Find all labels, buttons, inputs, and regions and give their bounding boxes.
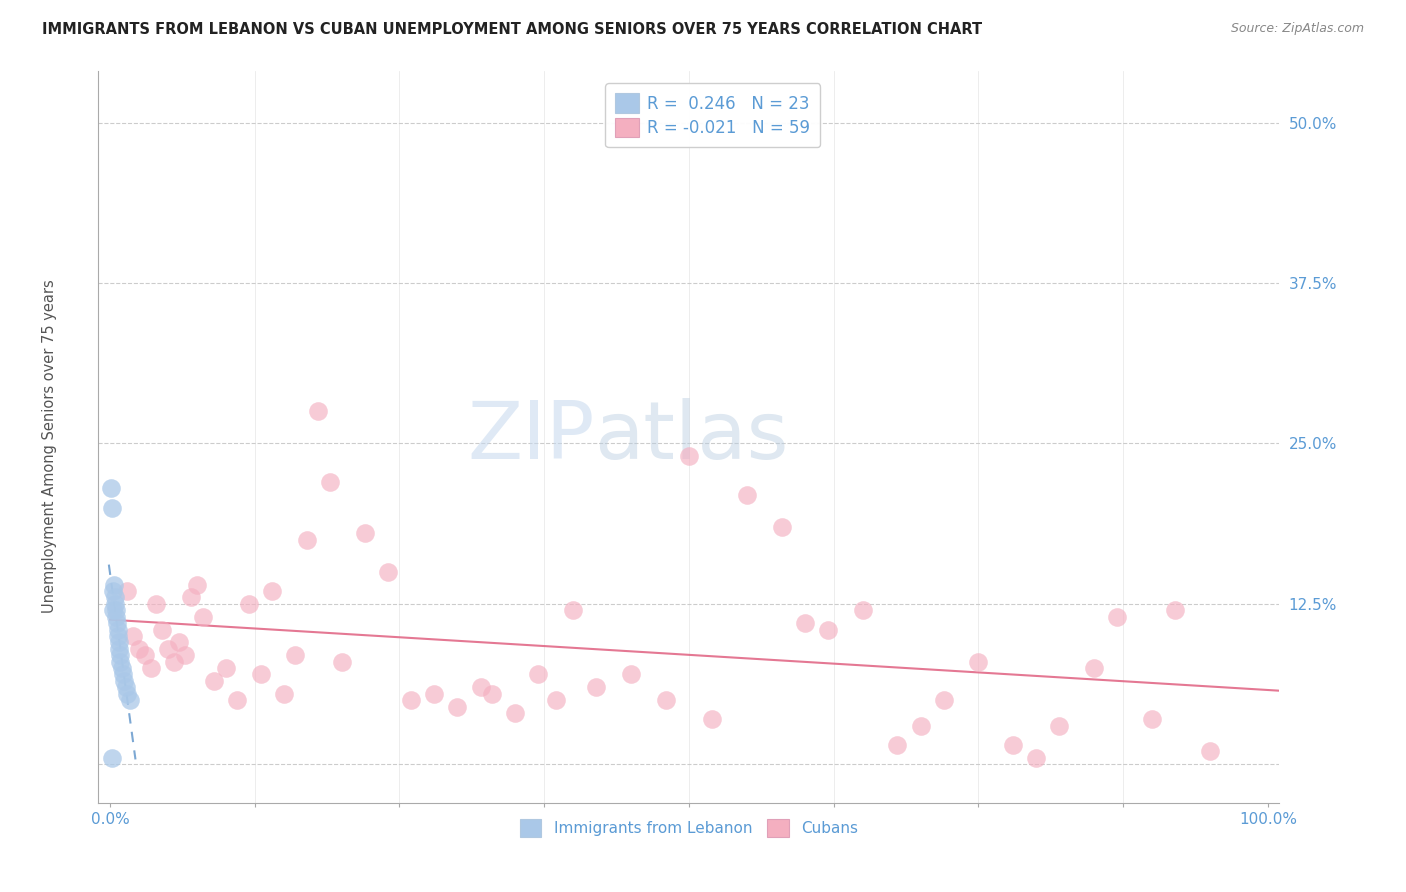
Point	[180, 591, 202, 605]
Point	[284, 648, 307, 663]
Point	[100, 482, 122, 496]
Point	[108, 648, 131, 663]
Point	[101, 603, 124, 617]
Point	[527, 667, 550, 681]
Point	[399, 693, 422, 707]
Point	[156, 641, 179, 656]
Point	[163, 655, 186, 669]
Point	[215, 661, 238, 675]
Point	[700, 712, 723, 726]
Point	[817, 623, 839, 637]
Point	[273, 687, 295, 701]
Point	[886, 738, 908, 752]
Point	[932, 693, 955, 707]
Point	[1140, 712, 1163, 726]
Text: atlas: atlas	[595, 398, 789, 476]
Point	[145, 597, 167, 611]
Point	[503, 706, 526, 720]
Point	[544, 693, 567, 707]
Point	[122, 629, 145, 643]
Point	[104, 597, 127, 611]
Point	[423, 687, 446, 701]
Text: Source: ZipAtlas.com: Source: ZipAtlas.com	[1230, 22, 1364, 36]
Point	[1025, 751, 1047, 765]
Point	[295, 533, 318, 547]
Point	[134, 648, 156, 663]
Point	[117, 584, 139, 599]
Point	[1049, 719, 1071, 733]
Point	[793, 616, 815, 631]
Point	[307, 404, 329, 418]
Point	[620, 667, 643, 681]
Point	[139, 661, 162, 675]
Point	[262, 584, 284, 599]
Point	[562, 603, 585, 617]
Point	[655, 693, 678, 707]
Point	[104, 603, 127, 617]
Point	[967, 655, 990, 669]
Point	[117, 687, 139, 701]
Point	[103, 584, 125, 599]
Point	[111, 667, 134, 681]
Point	[249, 667, 271, 681]
Point	[678, 450, 700, 464]
Point	[1199, 744, 1222, 758]
Point	[104, 591, 127, 605]
Point	[101, 500, 124, 515]
Point	[118, 693, 141, 707]
Point	[105, 616, 128, 631]
Text: ZIP: ZIP	[467, 398, 595, 476]
Point	[470, 681, 492, 695]
Point	[108, 641, 131, 656]
Point	[107, 629, 129, 643]
Point	[1107, 609, 1129, 624]
Point	[105, 609, 128, 624]
Point	[150, 623, 173, 637]
Point	[852, 603, 875, 617]
Point	[226, 693, 249, 707]
Point	[1002, 738, 1025, 752]
Point	[202, 673, 225, 688]
Point	[110, 661, 132, 675]
Text: Unemployment Among Seniors over 75 years: Unemployment Among Seniors over 75 years	[42, 279, 56, 613]
Point	[100, 751, 122, 765]
Point	[735, 488, 758, 502]
Point	[330, 655, 353, 669]
Point	[238, 597, 260, 611]
Point	[481, 687, 503, 701]
Point	[446, 699, 468, 714]
Point	[174, 648, 197, 663]
Point	[585, 681, 607, 695]
Point	[353, 526, 375, 541]
Point	[770, 520, 793, 534]
Point	[910, 719, 932, 733]
Point	[319, 475, 342, 489]
Point	[107, 623, 129, 637]
Point	[191, 609, 214, 624]
Point	[110, 655, 132, 669]
Point	[377, 565, 399, 579]
Point	[1164, 603, 1187, 617]
Point	[128, 641, 150, 656]
Point	[169, 635, 191, 649]
Point	[112, 673, 135, 688]
Point	[115, 681, 138, 695]
Point	[1083, 661, 1105, 675]
Point	[107, 635, 129, 649]
Point	[103, 577, 125, 591]
Legend: Immigrants from Lebanon, Cubans: Immigrants from Lebanon, Cubans	[513, 813, 865, 843]
Text: IMMIGRANTS FROM LEBANON VS CUBAN UNEMPLOYMENT AMONG SENIORS OVER 75 YEARS CORREL: IMMIGRANTS FROM LEBANON VS CUBAN UNEMPLO…	[42, 22, 983, 37]
Point	[186, 577, 208, 591]
